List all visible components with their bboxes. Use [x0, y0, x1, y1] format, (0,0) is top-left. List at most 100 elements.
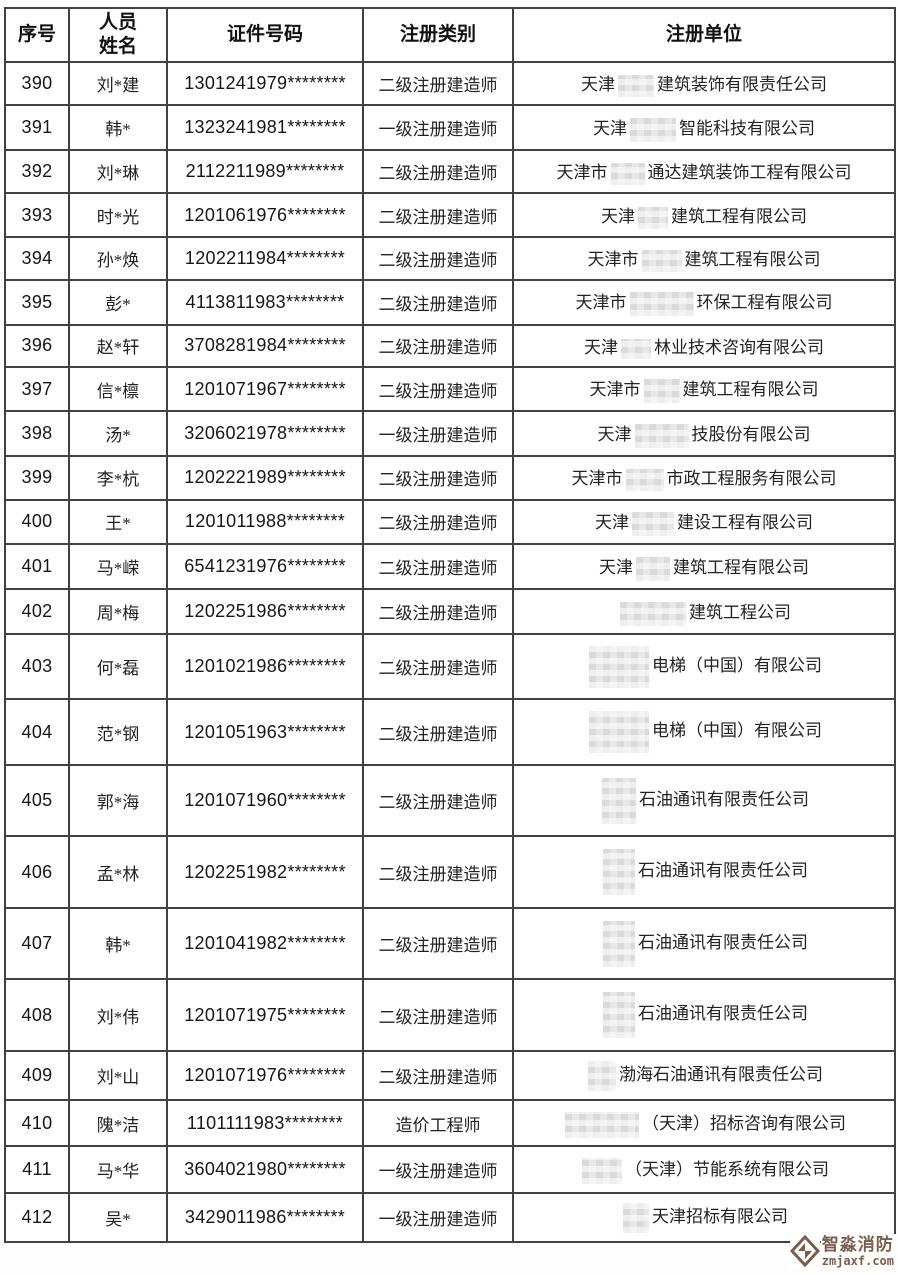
unit-suffix-text: 石油通讯有限责任公司 — [639, 789, 809, 809]
cell-category: 二级注册建造师 — [362, 192, 514, 238]
watermark-url: zmjaxf.com — [820, 1253, 896, 1269]
table-row: 395 彭* 4113811983******** 二级注册建造师 天津市 环保工… — [4, 279, 896, 326]
watermark: 智淼消防 zmjaxf.com — [789, 1234, 896, 1269]
cell-id-number: 6541231976******** — [166, 543, 364, 591]
cell-serial: 395 — [4, 279, 70, 326]
cell-person-name: 孟*林 — [68, 835, 168, 909]
cell-serial: 399 — [4, 455, 70, 501]
cell-unit: 天津 建筑工程有限公司 — [512, 543, 896, 591]
cell-id-number: 1202211984******** — [166, 235, 364, 282]
table-row: 393 时*光 1201061976******** 二级注册建造师 天津 建筑工… — [4, 192, 896, 238]
table-row: 411 马*华 3604021980******** 一级注册建造师 （天津）节… — [4, 1145, 896, 1194]
redaction-block — [603, 849, 635, 896]
cell-serial: 405 — [4, 763, 70, 838]
cell-serial: 392 — [4, 149, 70, 195]
cell-serial: 406 — [4, 835, 70, 909]
table-row: 408 刘*伟 1201071975******** 二级注册建造师 石油通讯有… — [4, 978, 896, 1052]
redaction-block — [565, 1111, 639, 1138]
cell-unit: 天津市 市政工程服务有限公司 — [512, 455, 896, 501]
table-row: 391 韩* 1323241981******** 一级注册建造师 天津 智能科技… — [4, 104, 896, 152]
unit-suffix-text: 环保工程有限公司 — [696, 293, 833, 313]
cell-id-number: 1202251982******** — [166, 835, 364, 909]
unit-suffix-text: 市政工程服务有限公司 — [666, 469, 837, 489]
redaction-block — [623, 1202, 649, 1233]
cell-person-name: 范*钢 — [68, 698, 168, 766]
cell-person-name: 刘*琳 — [68, 149, 168, 195]
cell-unit: 建筑工程公司 — [512, 588, 896, 635]
table-row: 401 马*嵘 6541231976******** 二级注册建造师 天津 建筑工… — [4, 543, 896, 591]
table-row: 406 孟*林 1202251982******** 二级注册建造师 石油通讯有… — [4, 835, 896, 909]
cell-id-number: 1301241979******** — [166, 60, 364, 107]
cell-category: 二级注册建造师 — [362, 1049, 514, 1102]
cell-person-name: 吴* — [68, 1191, 168, 1244]
cell-id-number: 1201011988******** — [166, 498, 364, 546]
table-row: 405 郭*海 1201071960******** 二级注册建造师 石油通讯有… — [4, 763, 896, 838]
cell-category: 二级注册建造师 — [362, 279, 514, 326]
cell-category: 造价工程师 — [362, 1099, 514, 1148]
cell-unit: 渤海石油通讯有限责任公司 — [512, 1049, 896, 1102]
table-row: 404 范*钢 1201051963******** 二级注册建造师 电梯（中国… — [4, 698, 896, 766]
cell-id-number: 1202221989******** — [166, 455, 364, 501]
cell-id-number: 1201071960******** — [166, 763, 364, 838]
cell-id-number: 3708281984******** — [166, 323, 364, 368]
cell-serial: 398 — [4, 410, 70, 458]
unit-prefix-text: 天津 — [595, 512, 629, 532]
cell-person-name: 郭*海 — [68, 763, 168, 838]
unit-suffix-text: 电梯（中国）有限公司 — [652, 721, 822, 741]
cell-serial: 391 — [4, 104, 70, 152]
cell-serial: 401 — [4, 543, 70, 591]
cell-unit: （天津）招标咨询有限公司 — [512, 1099, 896, 1148]
table-row: 407 韩* 1201041982******** 二级注册建造师 石油通讯有限… — [4, 906, 896, 981]
cell-person-name: 韩* — [68, 104, 168, 152]
unit-prefix-text: 天津 — [601, 206, 635, 226]
redaction-block — [588, 1060, 616, 1091]
unit-prefix-text: 天津市 — [556, 163, 608, 183]
cell-serial: 396 — [4, 323, 70, 368]
table-row: 398 汤* 3206021978******** 一级注册建造师 天津 技股份有… — [4, 410, 896, 458]
redaction-block — [625, 469, 664, 492]
cell-id-number: 1201071975******** — [166, 978, 364, 1052]
unit-prefix-text: 天津市 — [587, 249, 639, 269]
cell-person-name: 何*磊 — [68, 632, 168, 701]
redaction-block — [602, 777, 636, 824]
cell-category: 二级注册建造师 — [362, 455, 514, 501]
cell-person-name: 彭* — [68, 279, 168, 326]
cell-unit: 天津 建筑工程有限公司 — [512, 192, 896, 238]
unit-suffix-text: 石油通讯有限责任公司 — [638, 1003, 808, 1023]
redaction-block — [638, 206, 668, 229]
cell-id-number: 2112211989******** — [166, 149, 364, 195]
cell-serial: 409 — [4, 1049, 70, 1102]
cell-category: 二级注册建造师 — [362, 323, 514, 368]
unit-suffix-text: 建筑工程有限公司 — [673, 557, 809, 577]
cell-person-name: 王* — [68, 498, 168, 546]
cell-serial: 407 — [4, 906, 70, 981]
unit-suffix-text: 建筑工程公司 — [689, 602, 791, 622]
unit-suffix-text: 石油通讯有限责任公司 — [638, 932, 808, 952]
cell-category: 一级注册建造师 — [362, 1191, 514, 1244]
table-row: 394 孙*焕 1202211984******** 二级注册建造师 天津市 建筑… — [4, 235, 896, 282]
cell-unit: 石油通讯有限责任公司 — [512, 978, 896, 1052]
redaction-block — [589, 711, 649, 754]
cell-serial: 400 — [4, 498, 70, 546]
cell-id-number: 1201051963******** — [166, 698, 364, 766]
redaction-block — [610, 163, 645, 186]
table-row: 397 信*檩 1201071967******** 二级注册建造师 天津市 建筑… — [4, 365, 896, 413]
unit-suffix-text: 建筑工程有限公司 — [671, 206, 807, 226]
unit-prefix-text: 天津 — [597, 424, 632, 444]
cell-id-number: 1201061976******** — [166, 192, 364, 238]
table-row: 396 赵*轩 3708281984******** 二级注册建造师 天津 林业技… — [4, 323, 896, 368]
unit-suffix-text: 天津招标有限公司 — [652, 1206, 788, 1226]
table-body: 390 刘*建 1301241979******** 二级注册建造师 天津 建筑装… — [4, 60, 896, 1244]
cell-unit: 天津市 环保工程有限公司 — [512, 279, 896, 326]
cell-person-name: 汤* — [68, 410, 168, 458]
registration-table: 序号 人员姓名 证件号码 注册类别 注册单位 390 刘*建 130124197… — [4, 7, 896, 1244]
table-row: 409 刘*山 1201071976******** 二级注册建造师 渤海石油通… — [4, 1049, 896, 1102]
unit-suffix-text: 石油通讯有限责任公司 — [638, 861, 808, 881]
cell-id-number: 4113811983******** — [166, 279, 364, 326]
cell-person-name: 刘*建 — [68, 60, 168, 107]
redaction-block — [603, 920, 635, 967]
cell-serial: 390 — [4, 60, 70, 107]
cell-person-name: 周*梅 — [68, 588, 168, 635]
cell-serial: 411 — [4, 1145, 70, 1194]
